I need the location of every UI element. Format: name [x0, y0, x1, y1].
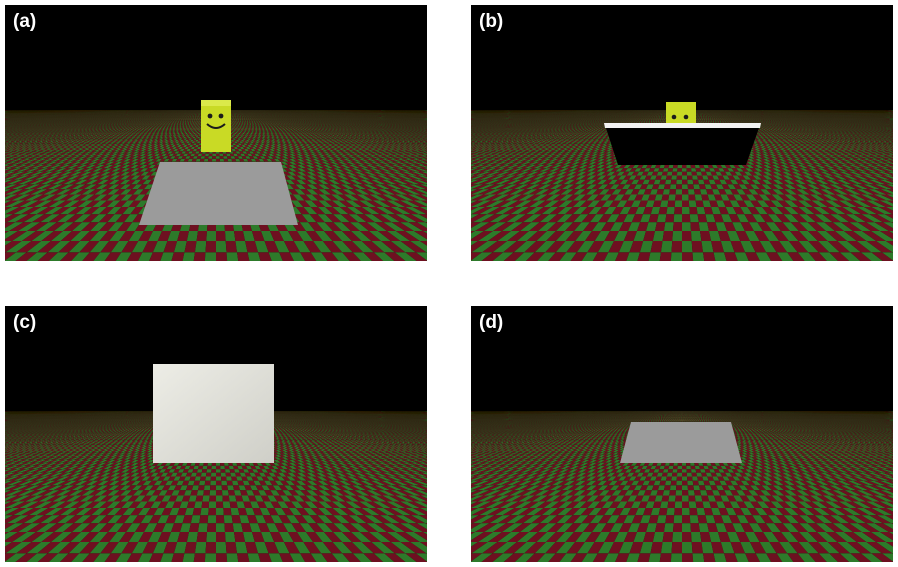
floor-tile	[216, 241, 227, 252]
floor-tile	[220, 159, 224, 162]
panel-a: (a)	[5, 5, 427, 261]
floor-tile	[212, 154, 216, 157]
floor-tile	[223, 154, 227, 157]
floor-tile	[226, 241, 237, 252]
floor-tile	[193, 252, 205, 261]
floor-tile	[204, 159, 208, 162]
floor-tile	[205, 252, 216, 261]
floor-tile	[208, 156, 212, 159]
floor-tile	[227, 156, 231, 159]
floor-tile	[206, 231, 216, 241]
floor-tile	[205, 154, 209, 157]
floor-tile	[220, 156, 224, 159]
floor-tile	[219, 154, 223, 157]
floor-tile	[209, 154, 213, 157]
floor-tile	[225, 231, 235, 241]
floor-tile	[216, 159, 220, 162]
floor-tile	[226, 154, 230, 157]
floor-tile	[212, 159, 216, 162]
floor-tile	[208, 159, 212, 162]
floor-tile	[205, 241, 216, 252]
floor-tile	[201, 154, 205, 157]
floor-tile	[216, 231, 226, 241]
floor-tile	[200, 159, 205, 162]
floor-tile	[195, 241, 206, 252]
floor-tile	[212, 156, 216, 159]
floor-tile	[204, 156, 208, 159]
floor-tile	[227, 252, 239, 261]
floor-tile	[216, 154, 220, 157]
floor-tile	[201, 156, 205, 159]
floor-tile	[228, 159, 233, 162]
scene-a	[5, 5, 427, 261]
floor-tile	[224, 159, 228, 162]
sky	[5, 5, 427, 105]
floor-tile	[197, 231, 207, 241]
floor-tile	[223, 156, 227, 159]
floor-tile	[216, 156, 220, 159]
floor-tile	[216, 252, 227, 261]
